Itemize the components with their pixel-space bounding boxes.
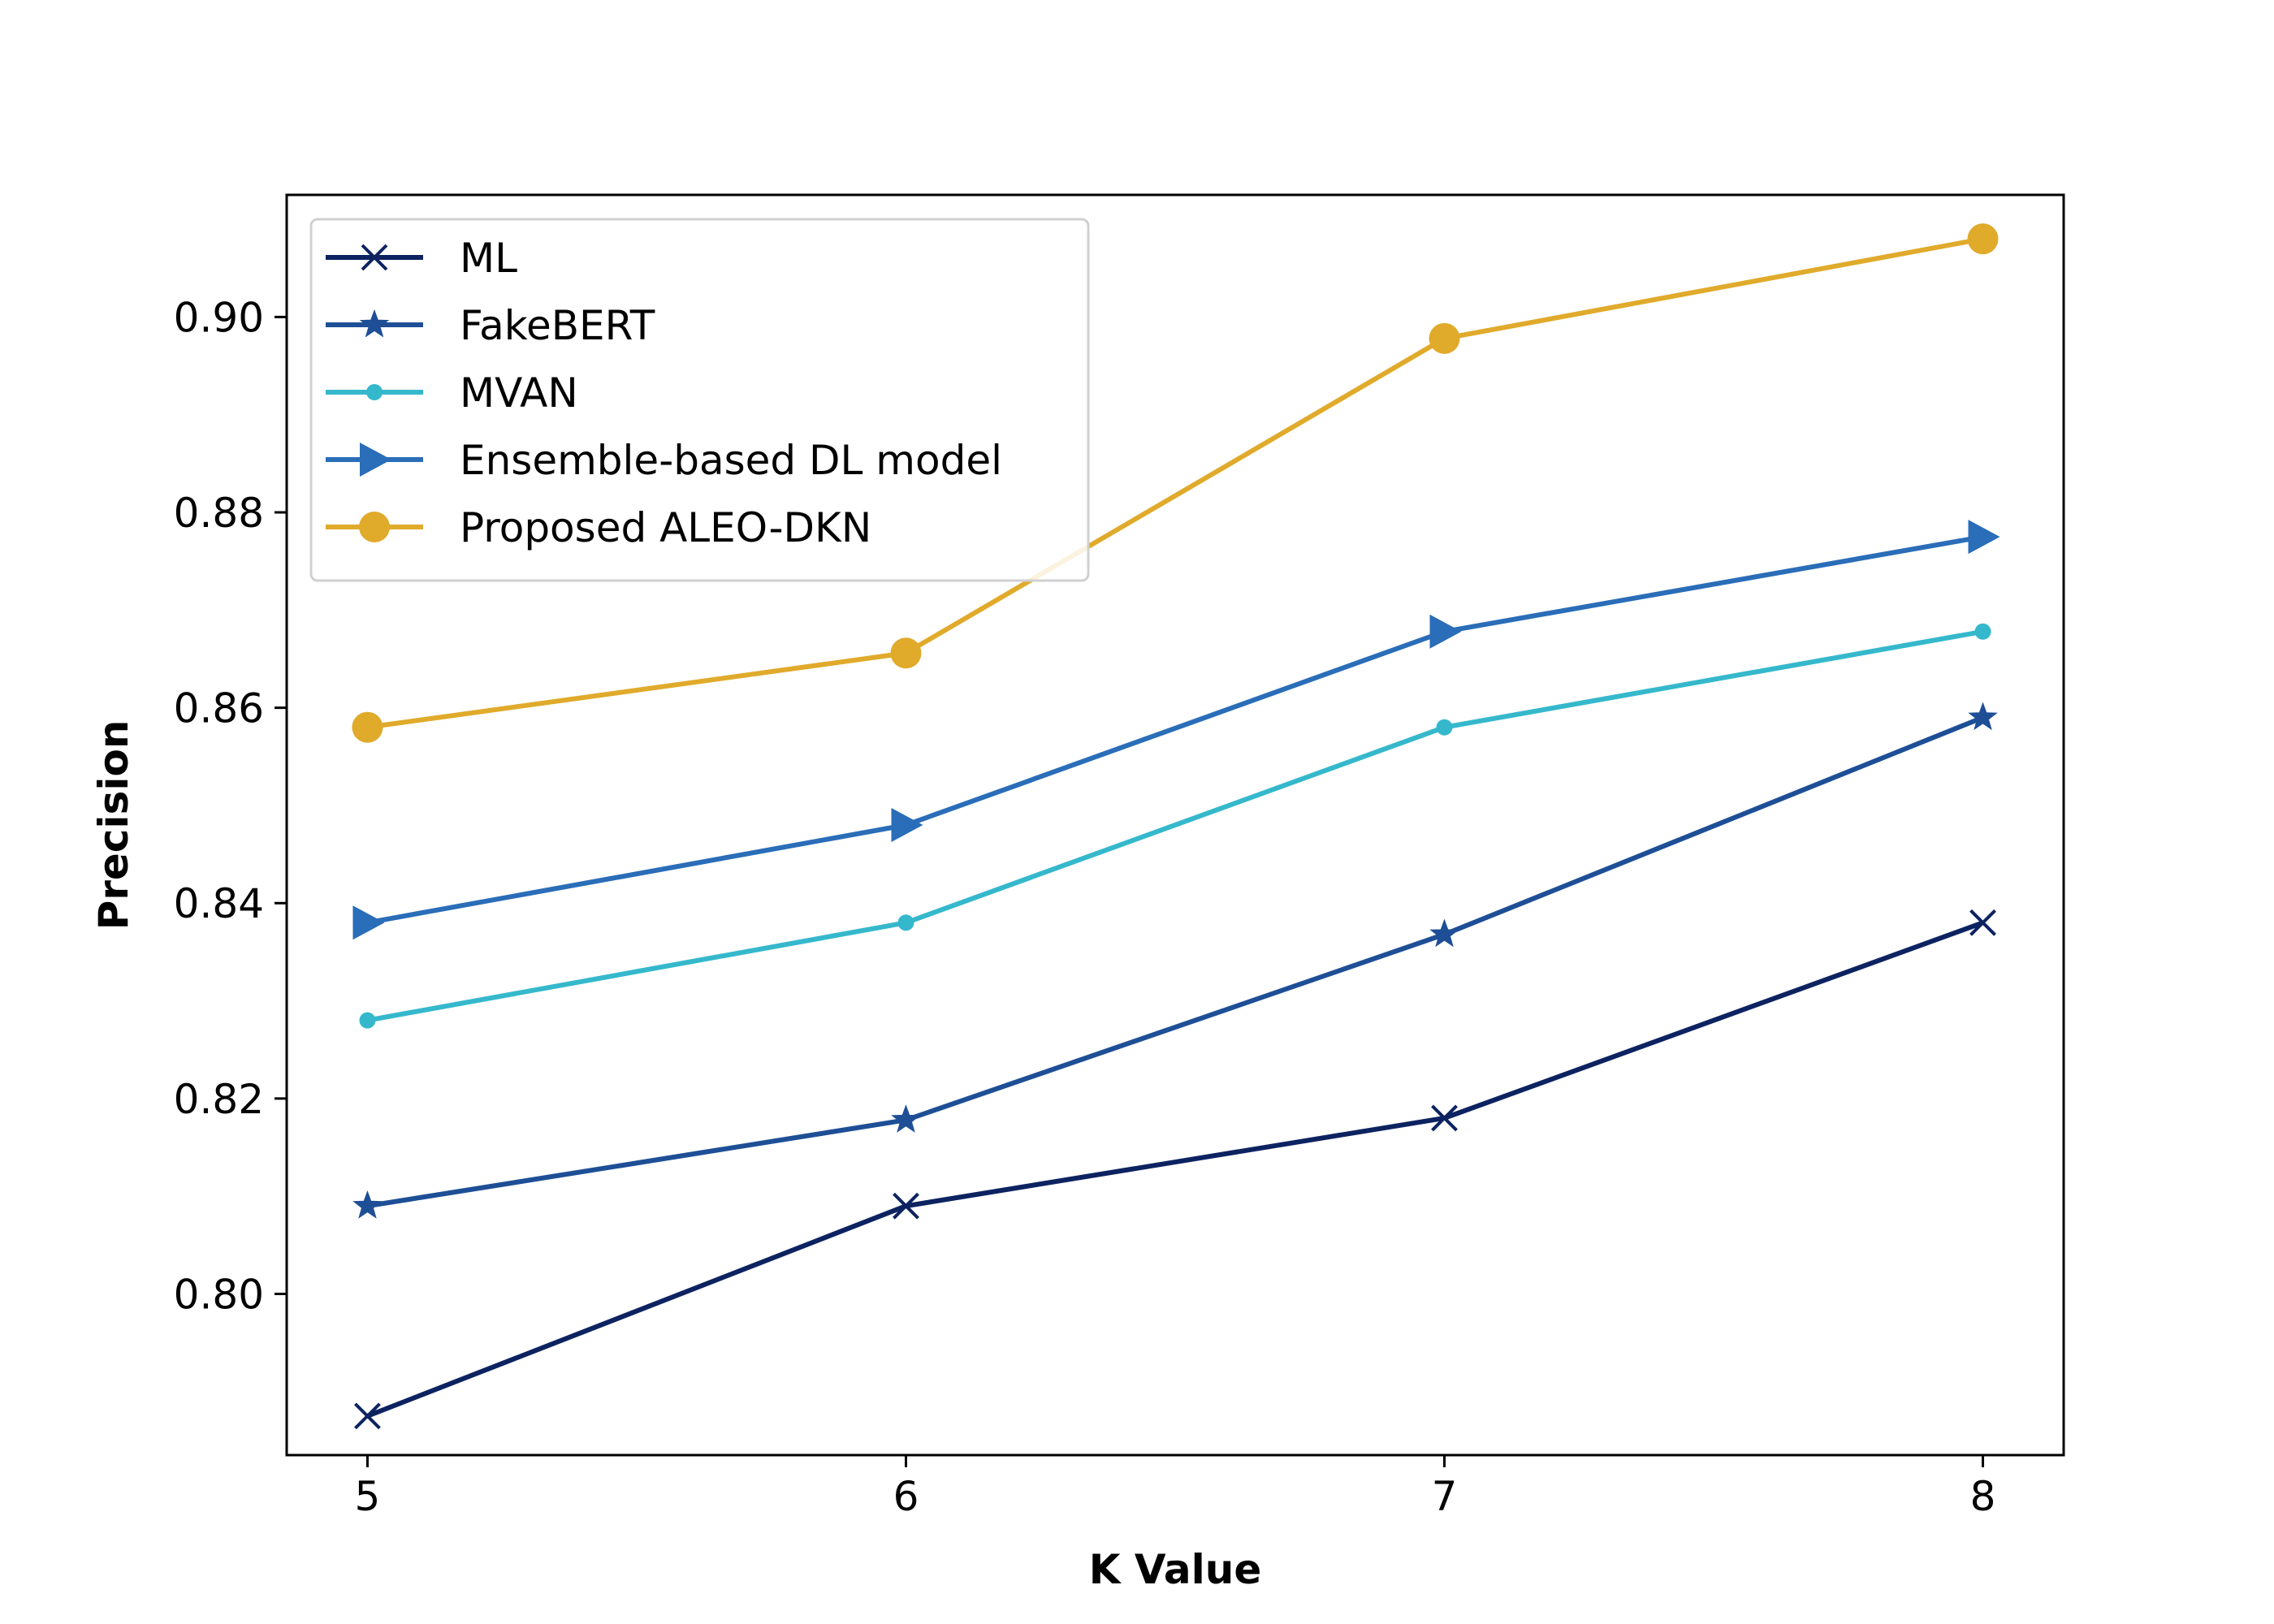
data-point (891, 1104, 921, 1133)
series-mvan (359, 623, 1991, 1029)
series-line (366, 715, 1984, 1209)
data-point (359, 1012, 376, 1029)
series-line (366, 920, 1984, 1419)
data-point (352, 711, 383, 743)
series-line (366, 534, 1984, 926)
data-point (1967, 223, 1999, 255)
x-axis-title: K Value (1089, 1546, 1262, 1593)
legend-item: Ensemble-based DL model (326, 437, 1002, 484)
data-point (891, 808, 923, 842)
legend-item: MVAN (326, 369, 578, 417)
legend-item: FakeBERT (326, 302, 655, 349)
legend-label: MVAN (460, 369, 578, 417)
y-tick-label: 0.84 (174, 880, 264, 927)
y-tick-label: 0.82 (174, 1076, 264, 1123)
legend-marker (359, 512, 390, 542)
legend-marker (360, 443, 391, 477)
legend-item: ML (326, 235, 517, 282)
legend: ML FakeBERT MVAN Ensemble-based DL model Pro… (309, 218, 1090, 582)
series-layer (352, 223, 2000, 1430)
data-point (1429, 918, 1459, 948)
y-tick-label: 0.90 (174, 294, 264, 341)
data-point (1429, 322, 1460, 354)
legend-marker (361, 244, 388, 271)
data-point (352, 1190, 383, 1219)
y-tick-label: 0.88 (174, 490, 264, 537)
legend-item: Proposed ALEO-DKN (326, 504, 871, 551)
series-fakebert (352, 702, 1998, 1219)
x-axis: 5 6 7 8 (355, 1455, 1996, 1520)
series-line (367, 236, 1984, 730)
y-tick-label: 0.80 (174, 1271, 264, 1318)
data-point (890, 637, 922, 669)
legend-label: Ensemble-based DL model (460, 437, 1002, 484)
series-ml (354, 909, 1996, 1430)
y-tick-label: 0.86 (174, 685, 264, 732)
x-tick-label: 8 (1970, 1473, 1996, 1520)
y-axis-title: Precision (90, 720, 137, 931)
series-line (366, 628, 1984, 1023)
data-point (354, 1402, 381, 1430)
legend-label: FakeBERT (460, 302, 655, 349)
data-point (1974, 623, 1991, 640)
y-axis: 0.80 0.82 0.84 0.86 0.88 0.90 (174, 294, 287, 1318)
series-proposed-aleo-dkn (352, 223, 1999, 743)
x-tick-label: 6 (893, 1473, 919, 1520)
data-point (1431, 1104, 1458, 1132)
data-point (893, 1192, 919, 1220)
x-tick-label: 7 (1432, 1473, 1458, 1520)
data-point (1429, 614, 1462, 649)
data-point (1968, 702, 1998, 731)
legend-marker (366, 384, 383, 400)
data-point (352, 905, 385, 940)
plot-area-frame (285, 193, 2065, 1457)
legend-label: ML (460, 235, 517, 282)
data-point (1968, 520, 2000, 555)
data-point (1969, 909, 1996, 936)
legend-box (309, 218, 1090, 582)
legend-label: Proposed ALEO-DKN (460, 504, 871, 551)
data-point (897, 914, 914, 931)
data-point (1436, 719, 1453, 736)
series-ensemble-based-dl-model (352, 520, 2000, 940)
legend-marker (359, 309, 390, 338)
x-tick-label: 5 (355, 1473, 381, 1520)
